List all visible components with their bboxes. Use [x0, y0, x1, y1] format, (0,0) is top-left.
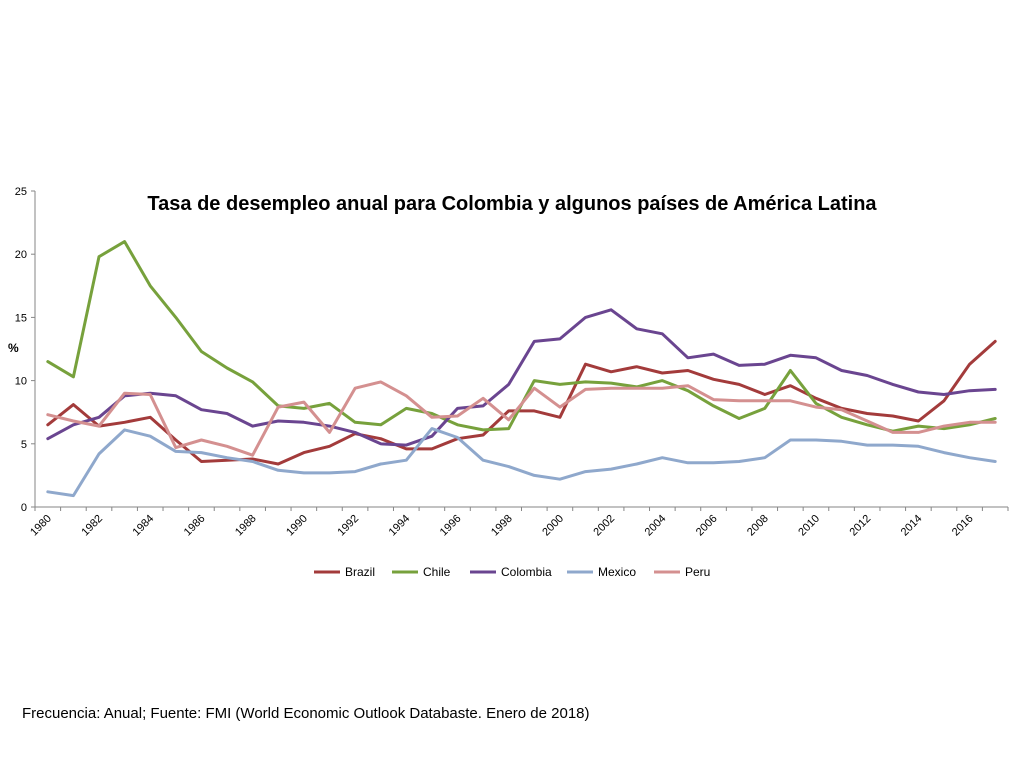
- x-tick-label: 1994: [387, 513, 413, 539]
- y-tick-label: 25: [15, 186, 27, 198]
- chart-axes: [31, 190, 1009, 511]
- chart-title: Tasa de desempleo anual para Colombia y …: [147, 193, 877, 215]
- x-tick-label: 2004: [643, 513, 669, 539]
- series-line-peru: [46, 380, 997, 457]
- x-tick-label: 1990: [284, 513, 310, 539]
- x-tick-label: 2016: [950, 513, 976, 539]
- y-tick-label: 5: [21, 439, 27, 451]
- x-tick-label: 1980: [28, 513, 54, 539]
- y-axis-label: %: [8, 341, 19, 355]
- x-tick-label: 2014: [899, 513, 925, 539]
- y-tick-label: 10: [15, 376, 27, 388]
- legend-label-colombia: Colombia: [501, 565, 552, 579]
- x-tick-label: 1992: [335, 513, 361, 539]
- x-tick-label: 1986: [182, 513, 208, 539]
- x-tick-label: 1998: [489, 513, 515, 539]
- chart-tick-labels: 0 5 10 15 20 25 1980 1982 1984 1986 1988 1990 1992 19…: [15, 186, 976, 538]
- legend-label-peru: Peru: [685, 565, 710, 579]
- legend-label-chile: Chile: [423, 565, 451, 579]
- source-note: Frecuencia: Anual; Fuente: FMI (World Ec…: [22, 705, 590, 722]
- x-tick-label: 2000: [540, 513, 566, 539]
- x-tick-label: 2006: [694, 513, 720, 539]
- x-tick-label: 1984: [131, 513, 157, 539]
- x-tick-label: 1982: [79, 513, 105, 539]
- y-tick-label: 0: [21, 502, 27, 514]
- legend-label-mexico: Mexico: [598, 565, 636, 579]
- y-tick-label: 20: [15, 249, 27, 261]
- x-tick-label: 2010: [796, 513, 822, 539]
- y-tick-label: 15: [15, 312, 27, 324]
- chart-legend: Brazil Chile Colombia Mexico Peru: [314, 565, 710, 579]
- series-line-colombia: [46, 308, 997, 447]
- legend-label-brazil: Brazil: [345, 565, 375, 579]
- series-line-brazil: [46, 339, 997, 466]
- x-tick-label: 1996: [438, 513, 464, 539]
- x-tick-label: 2008: [745, 513, 771, 539]
- series-line-mexico: [46, 427, 997, 498]
- x-tick-label: 2012: [847, 513, 873, 539]
- chart-series-lines: [46, 240, 997, 498]
- x-tick-label: 2002: [591, 513, 617, 539]
- x-tick-label: 1988: [233, 513, 259, 539]
